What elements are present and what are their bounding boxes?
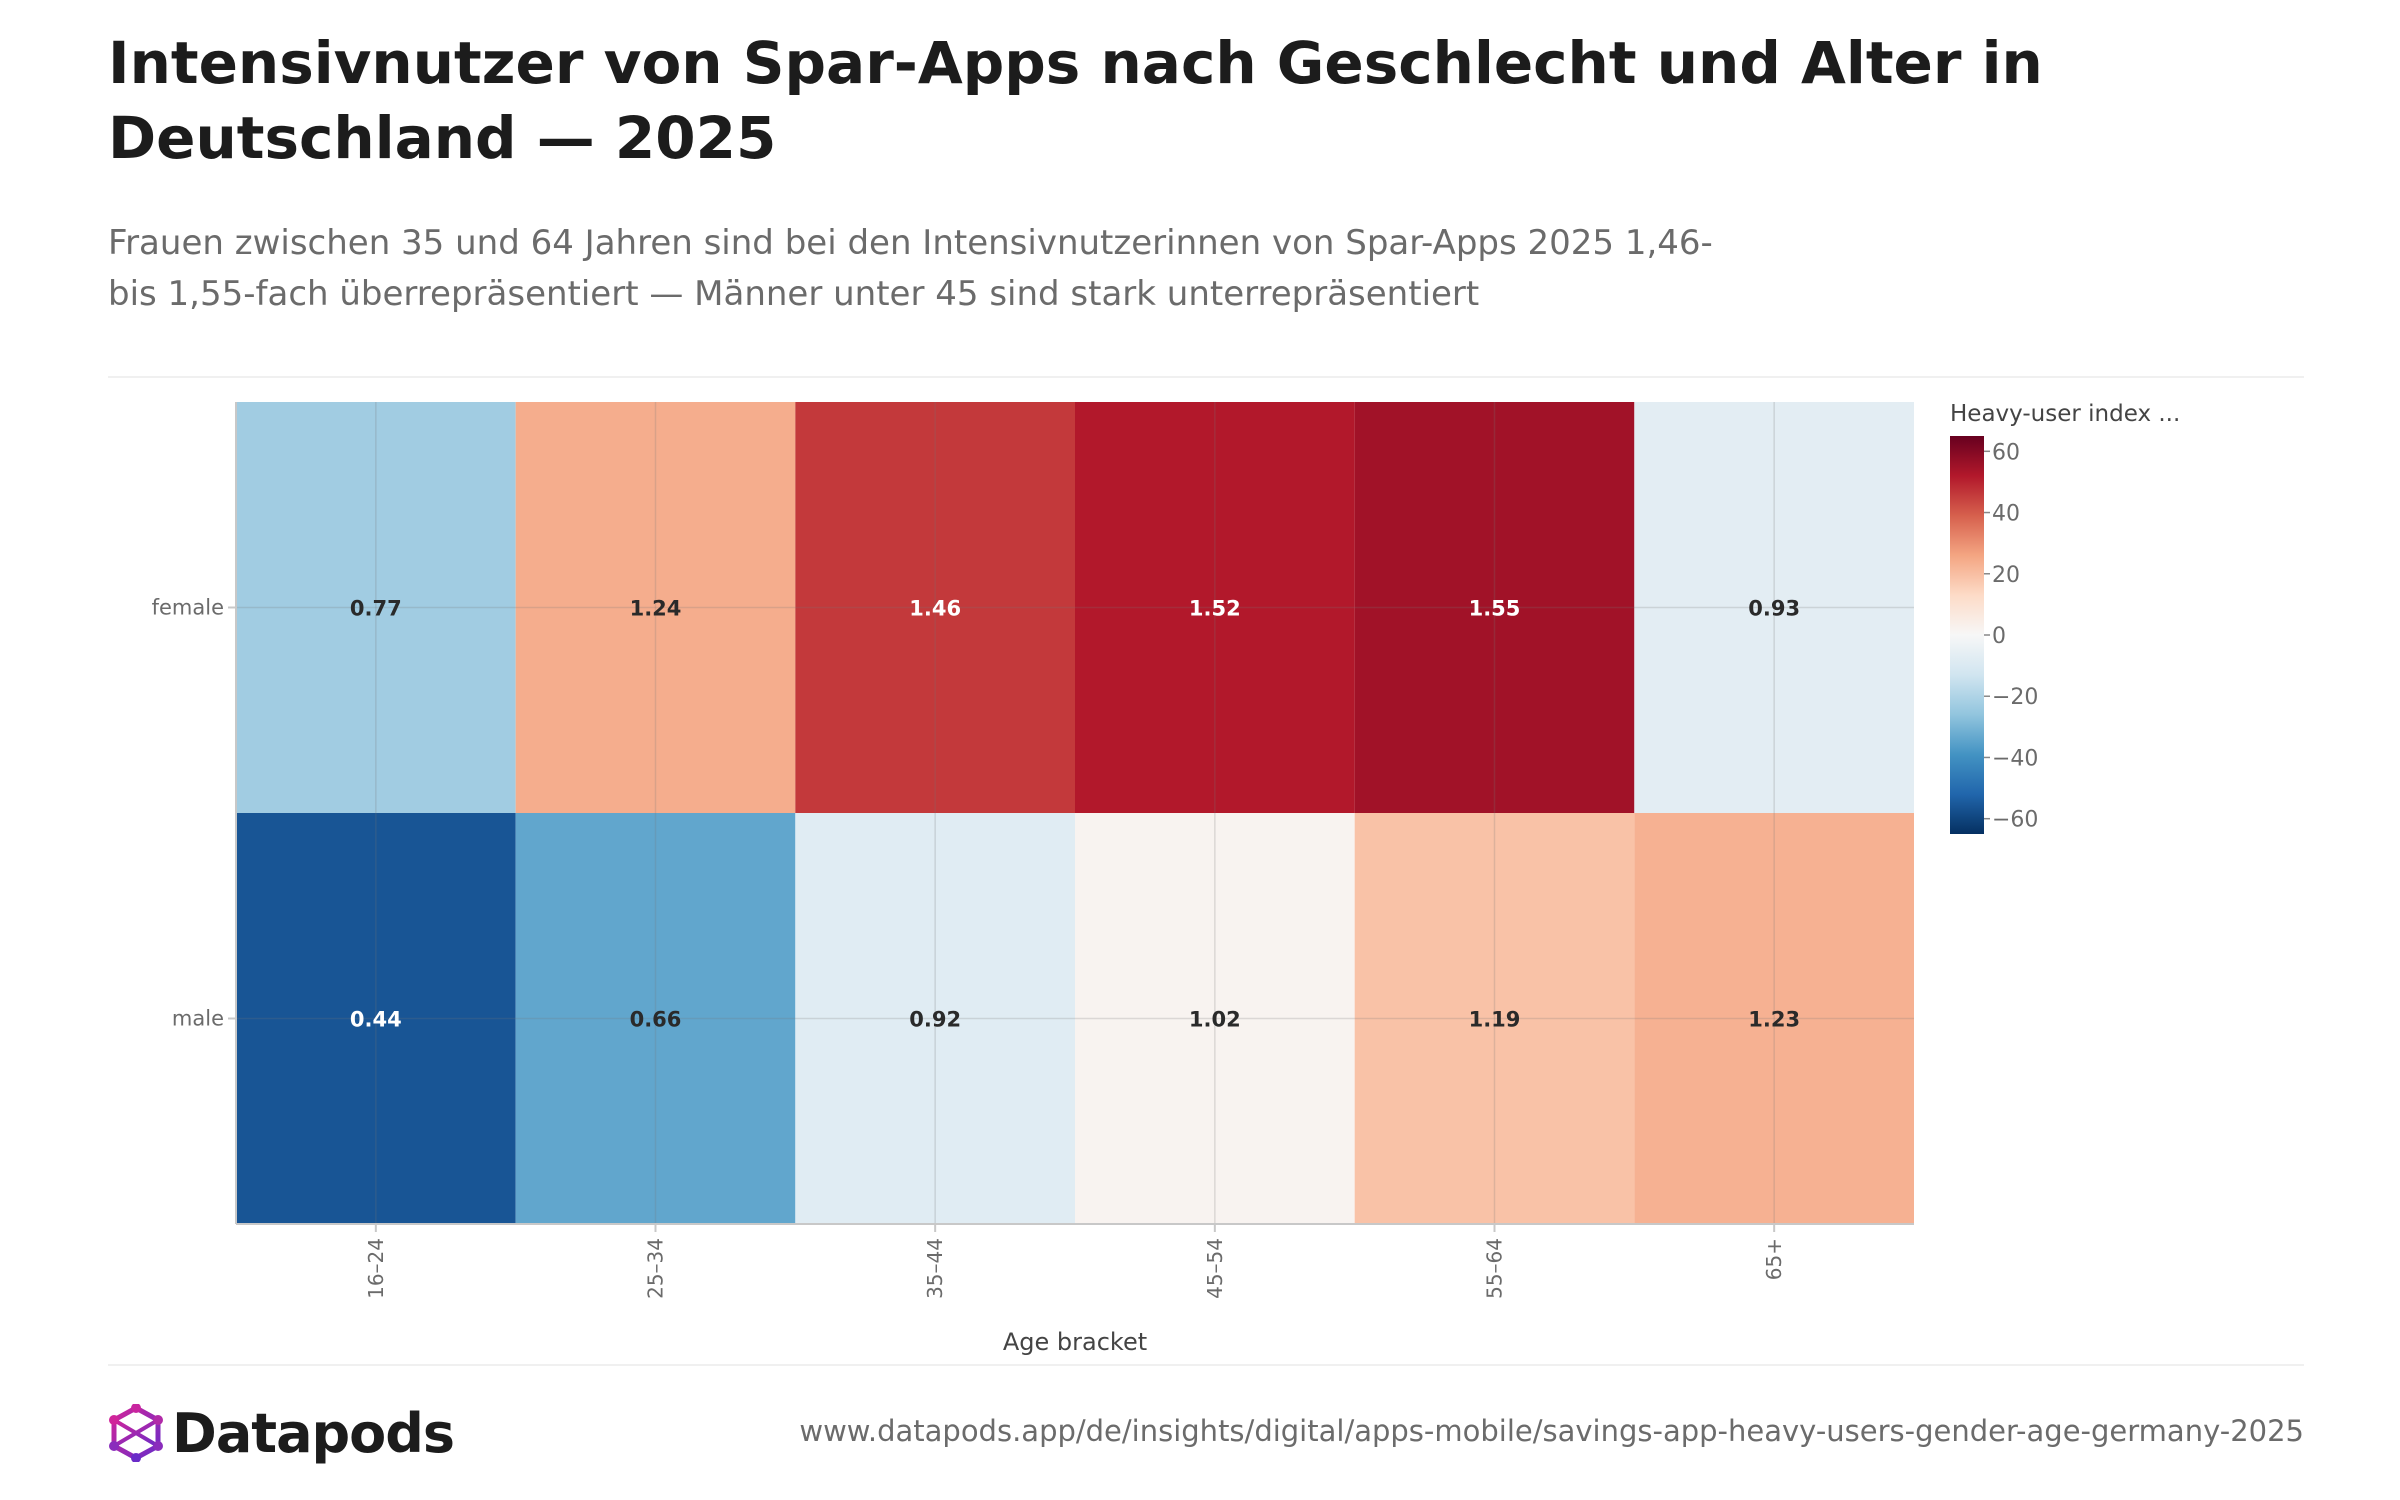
y-tick-label: male	[172, 1007, 224, 1031]
colorbar-tick-label: −20	[1992, 685, 2038, 710]
cell-value-label: 1.24	[630, 597, 682, 621]
heatmap-cell	[795, 813, 1075, 1224]
chart-subtitle: Frauen zwischen 35 und 64 Jahren sind be…	[108, 223, 1713, 314]
heatmap-cell	[1354, 813, 1635, 1224]
x-tick-label: 16–24	[364, 1238, 388, 1299]
cell-value-label: 1.02	[1189, 1008, 1241, 1032]
heatmap-cell	[515, 402, 796, 813]
cell-value-label: 0.92	[909, 1008, 961, 1032]
heatmap-cell	[795, 402, 1075, 813]
x-tick-label: 45–54	[1203, 1238, 1227, 1299]
datapods-logo-icon	[109, 1404, 163, 1462]
heatmap-cell	[1075, 402, 1355, 813]
heatmap-cell	[515, 813, 796, 1224]
cell-value-label: 1.52	[1189, 597, 1241, 621]
heatmap-cell	[1634, 813, 1914, 1224]
colorbar-tick-label: −40	[1992, 746, 2038, 771]
cell-value-label: 1.23	[1748, 1008, 1800, 1032]
footer-divider	[108, 1364, 2304, 1366]
brand[interactable]: Datapods	[108, 1400, 455, 1466]
x-tick-label: 25–34	[644, 1238, 668, 1299]
source-url[interactable]: www.datapods.app/de/insights/digital/app…	[799, 1414, 2304, 1448]
x-tick-label: 55–64	[1483, 1238, 1507, 1299]
colorbar	[1950, 436, 1984, 834]
cell-value-label: 0.44	[350, 1008, 402, 1032]
colorbar-tick-label: 40	[1992, 502, 2020, 527]
colorbar-tick-label: 0	[1992, 624, 2006, 649]
cell-value-label: 0.66	[630, 1008, 682, 1032]
colorbar-title: Heavy-user index ...	[1950, 401, 2180, 427]
cell-value-label: 1.19	[1469, 1008, 1521, 1032]
y-tick-label: female	[152, 596, 224, 620]
cell-value-label: 0.77	[350, 597, 402, 621]
heatmap-cell	[1354, 402, 1635, 813]
heatmap-cell	[1075, 813, 1355, 1224]
header-divider	[108, 376, 2304, 378]
cell-value-label: 1.46	[909, 597, 961, 621]
brand-name: Datapods	[172, 1401, 455, 1465]
cell-value-label: 0.93	[1748, 597, 1800, 621]
colorbar-tick-label: −60	[1992, 808, 2038, 833]
chart-title: Intensivnutzer von Spar-Apps nach Geschl…	[108, 29, 2043, 172]
heatmap-cell	[1634, 402, 1914, 813]
cell-value-label: 1.55	[1469, 597, 1521, 621]
heatmap-cell	[236, 813, 516, 1224]
x-tick-label: 35–44	[923, 1238, 947, 1299]
heatmap-cell	[236, 402, 516, 813]
colorbar-tick-label: 20	[1992, 563, 2020, 588]
x-tick-label: 65+	[1762, 1238, 1786, 1280]
x-axis-title: Age bracket	[1003, 1328, 1147, 1356]
colorbar-tick-label: 60	[1992, 440, 2020, 465]
